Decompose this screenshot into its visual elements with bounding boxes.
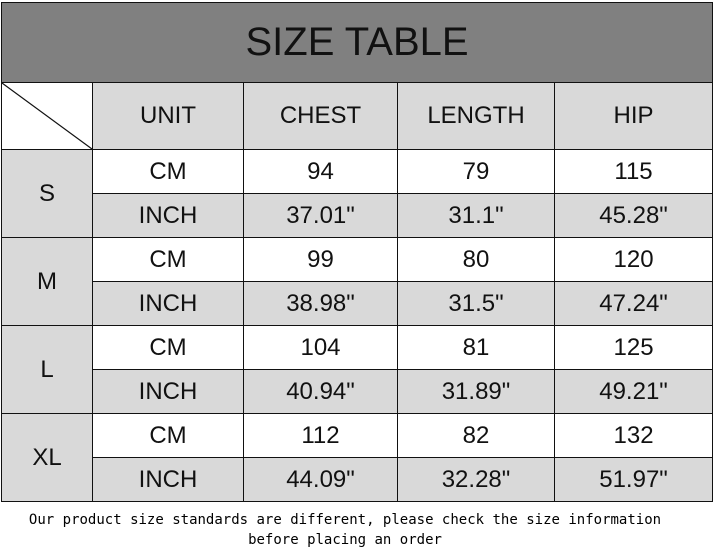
table-row: INCH 44.09" 32.28" 51.97" [2,457,714,502]
cell-length: 80 [397,237,555,282]
cell-length: 79 [397,149,555,194]
cell-chest: 38.98" [243,281,398,326]
table-row: INCH 40.94" 31.89" 49.21" [2,369,714,414]
header-hip: HIP [553,82,714,150]
size-table: SIZE TABLE UNIT CHEST LENGTH HIP S CM 94 79… [0,2,714,502]
cell-chest: 44.09" [243,457,398,502]
size-label: M [1,237,93,326]
table-title: SIZE TABLE [0,2,714,83]
cell-hip: 45.28" [553,193,714,238]
cell-length: 31.5" [397,281,555,326]
table-row: L CM 104 81 125 [1,325,714,414]
cell-chest: 40.94" [243,369,398,414]
cell-chest: 112 [243,413,398,458]
cell-hip: 115 [553,149,714,194]
cell-hip: 125 [553,325,714,370]
cell-hip: 47.24" [553,281,714,326]
cell-unit: CM [92,149,244,194]
cell-unit: INCH [92,369,244,414]
cell-unit: INCH [92,193,244,238]
cell-unit: CM [92,325,244,370]
cell-length: 31.89" [397,369,555,414]
cell-hip: 51.97" [553,457,714,502]
size-label: L [1,325,93,414]
corner-cell [1,82,93,150]
header-unit: UNIT [92,82,244,150]
header-chest: CHEST [243,82,398,150]
cell-length: 32.28" [397,457,555,502]
header-length: LENGTH [397,82,555,150]
table-row: XL CM 112 82 132 [1,413,714,502]
cell-chest: 104 [243,325,398,370]
size-label: XL [1,413,93,502]
cell-length: 82 [397,413,555,458]
table-row: S CM 94 79 115 [1,149,714,238]
size-label: S [1,149,93,238]
cell-unit: CM [92,237,244,282]
size-note: Our product size standards are different… [28,512,662,548]
table-row: INCH 38.98" 31.5" 47.24" [2,281,714,326]
cell-chest: 94 [243,149,398,194]
cell-unit: CM [92,413,244,458]
table-row: INCH 37.01" 31.1" 45.28" [2,193,714,238]
cell-hip: 49.21" [553,369,714,414]
cell-hip: 120 [553,237,714,282]
cell-chest: 99 [243,237,398,282]
cell-chest: 37.01" [243,193,398,238]
cell-unit: INCH [92,281,244,326]
cell-length: 31.1" [397,193,555,238]
cell-unit: INCH [92,457,244,502]
cell-hip: 132 [553,413,714,458]
cell-length: 81 [397,325,555,370]
table-row: M CM 99 80 120 [1,237,714,326]
